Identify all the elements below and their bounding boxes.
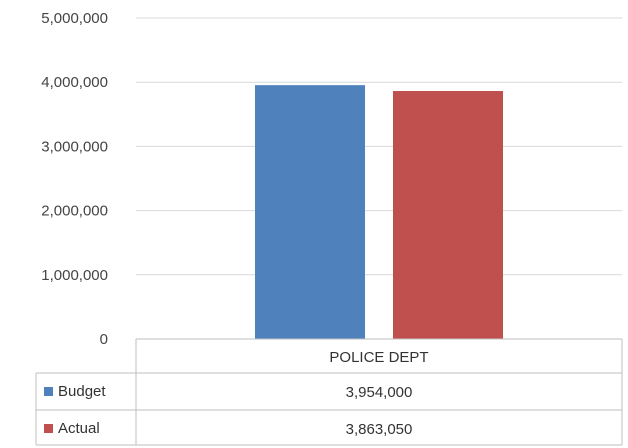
bars bbox=[255, 85, 503, 339]
y-tick-label: 3,000,000 bbox=[41, 138, 108, 155]
bar-budget bbox=[255, 85, 365, 339]
legend-swatch-budget bbox=[44, 387, 53, 396]
gridlines bbox=[136, 17, 622, 276]
legend-label-budget: Budget bbox=[58, 383, 106, 400]
y-axis-tick-labels: 0 1,000,000 2,000,000 3,000,000 4,000,000 5,0… bbox=[41, 10, 108, 348]
y-tick-label: 0 bbox=[100, 331, 108, 348]
y-tick-label: 2,000,000 bbox=[41, 203, 108, 220]
value-label-actual: 3,863,050 bbox=[346, 421, 413, 438]
legend-label-actual: Actual bbox=[58, 420, 100, 437]
y-tick-label: 5,000,000 bbox=[41, 10, 108, 27]
legend-swatch-actual bbox=[44, 424, 53, 433]
y-tick-label: 4,000,000 bbox=[41, 74, 108, 91]
value-label-budget: 3,954,000 bbox=[346, 384, 413, 401]
category-label: POLICE DEPT bbox=[329, 349, 428, 366]
y-tick-label: 1,000,000 bbox=[41, 267, 108, 284]
bar-actual bbox=[393, 90, 503, 339]
data-table: POLICE DEPT Budget 3,954,000 Actual 3,86… bbox=[35, 338, 623, 446]
